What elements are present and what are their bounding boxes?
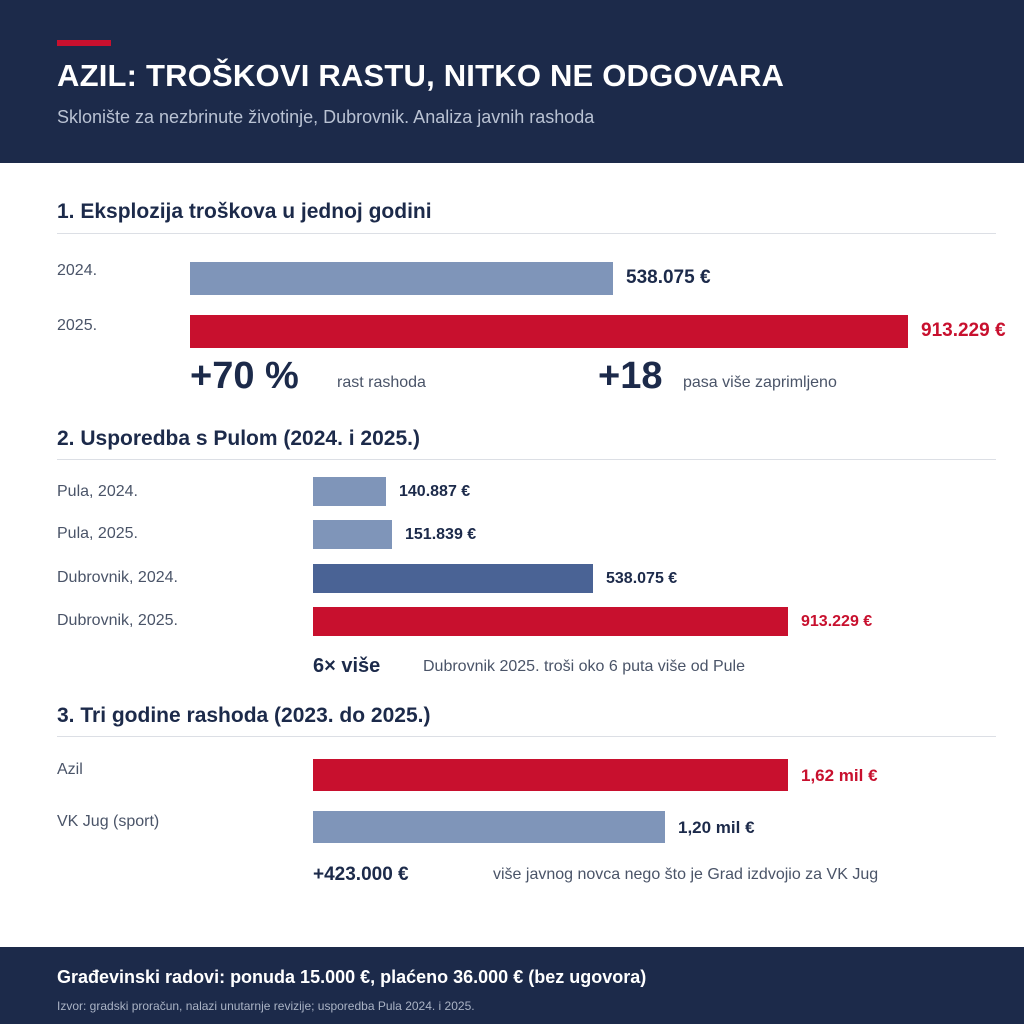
footer-banner: Građevinski radovi: ponuda 15.000 €, pla… (0, 947, 1024, 1024)
stat-growth-label: rast rashoda (337, 374, 426, 391)
section-1-divider (57, 233, 996, 234)
s2-label-pula-2024: Pula, 2024. (57, 483, 138, 500)
s1-value-2024: 538.075 € (626, 267, 711, 288)
stat-growth-value: +70 % (190, 355, 299, 397)
header-accent-line (57, 40, 111, 46)
s2-label-pula-2025: Pula, 2025. (57, 525, 138, 542)
s2-note-label: Dubrovnik 2025. troši oko 6 puta više od… (423, 658, 745, 675)
s2-bar-pula-2025 (313, 520, 392, 549)
footer-source-text: Izvor: gradski proračun, nalazi unutarnj… (57, 999, 475, 1013)
stat-dogs-label: pasa više zaprimljeno (683, 374, 837, 391)
s2-note-value: 6× više (313, 655, 381, 677)
s3-value-azil: 1,62 mil € (801, 766, 878, 785)
section-2-title: 2. Usporedba s Pulom (2024. i 2025.) (57, 427, 420, 450)
s2-label-dbk-2025: Dubrovnik, 2025. (57, 612, 178, 629)
s2-value-dbk-2024: 538.075 € (606, 570, 678, 587)
s1-bar-2025 (190, 315, 908, 348)
s3-note-value: +423.000 € (313, 864, 409, 885)
s3-label-azil: Azil (57, 761, 83, 778)
section-1-title: 1. Eksplozija troškova u jednoj godini (57, 200, 432, 223)
stat-dogs-value: +18 (598, 355, 663, 397)
page-subtitle: Sklonište za nezbrinute životinje, Dubro… (57, 107, 595, 127)
s3-bar-vkjug (313, 811, 665, 843)
s2-bar-dbk-2024 (313, 564, 593, 593)
s1-value-2025: 913.229 € (921, 320, 1006, 341)
s1-label-2024: 2024. (57, 262, 98, 279)
s3-bar-azil (313, 759, 788, 791)
s1-label-2025: 2025. (57, 317, 98, 334)
s2-label-dbk-2024: Dubrovnik, 2024. (57, 569, 178, 586)
footer-main-text: Građevinski radovi: ponuda 15.000 €, pla… (57, 967, 647, 987)
s2-value-pula-2024: 140.887 € (399, 483, 471, 500)
s3-note-label: više javnog novca nego što je Grad izdvo… (493, 866, 879, 883)
s2-value-dbk-2025: 913.229 € (801, 613, 873, 630)
page-title: AZIL: TROŠKOVI RASTU, NITKO NE ODGOVARA (57, 58, 785, 93)
s1-bar-2024 (190, 262, 613, 295)
s2-value-pula-2025: 151.839 € (405, 526, 477, 543)
s2-bar-pula-2024 (313, 477, 386, 506)
section-3-divider (57, 736, 996, 737)
s2-bar-dbk-2025 (313, 607, 788, 636)
s3-value-vkjug: 1,20 mil € (678, 818, 755, 837)
s3-label-vkjug: VK Jug (sport) (57, 813, 160, 830)
header-banner: AZIL: TROŠKOVI RASTU, NITKO NE ODGOVARA … (0, 0, 1024, 163)
section-3-title: 3. Tri godine rashoda (2023. do 2025.) (57, 704, 431, 727)
section-2-divider (57, 459, 996, 460)
